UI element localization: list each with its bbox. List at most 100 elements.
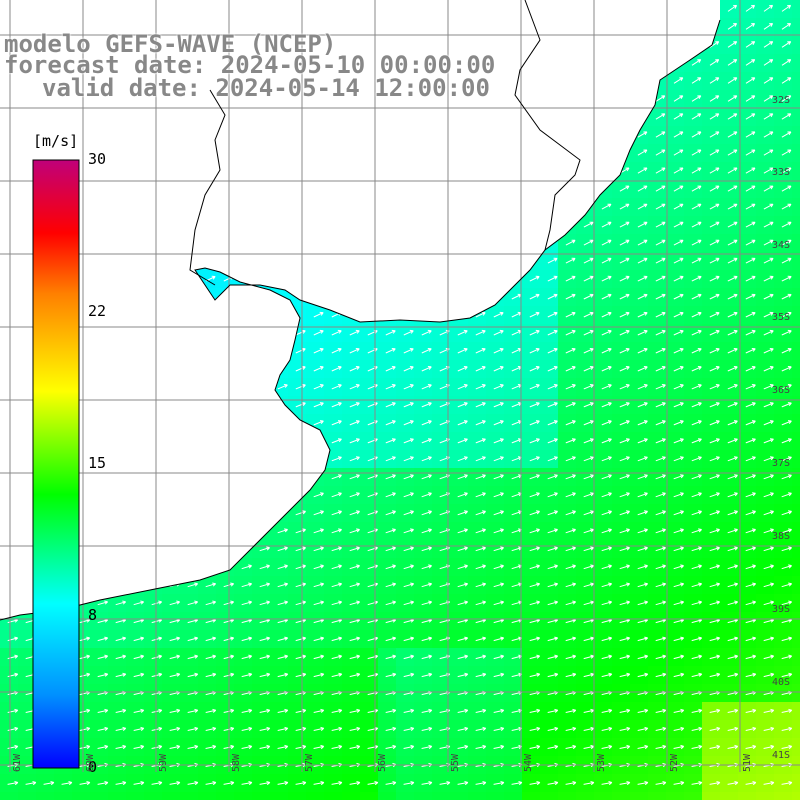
wind-cell xyxy=(504,378,523,397)
wind-arrow xyxy=(565,672,577,678)
wind-cell xyxy=(522,378,541,397)
wind-cell xyxy=(468,360,487,379)
wind-cell xyxy=(414,378,433,397)
wind-cell xyxy=(486,414,505,433)
wind-cell xyxy=(396,522,415,541)
wind-arrow xyxy=(709,77,720,84)
wind-cell xyxy=(648,684,667,703)
wind-cell xyxy=(756,792,775,800)
wind-arrow xyxy=(421,636,433,642)
wind-arrow xyxy=(385,672,397,678)
wind-arrow xyxy=(637,167,648,174)
wind-cell xyxy=(504,450,523,469)
wind-arrow xyxy=(241,654,253,660)
wind-arrow xyxy=(493,474,504,480)
wind-cell xyxy=(324,342,343,361)
wind-cell xyxy=(558,684,577,703)
wind-arrow xyxy=(565,708,577,713)
wind-arrow xyxy=(565,600,577,606)
wind-arrow xyxy=(709,510,720,516)
wind-cell xyxy=(648,648,667,667)
wind-cell xyxy=(144,666,163,685)
wind-arrow xyxy=(493,672,505,678)
wind-cell xyxy=(522,648,541,667)
wind-arrow xyxy=(565,293,576,300)
wind-cell xyxy=(378,576,397,595)
wind-arrow xyxy=(781,744,793,750)
wind-arrow xyxy=(457,672,469,678)
wind-cell xyxy=(18,684,37,703)
wind-arrow xyxy=(493,456,504,462)
wind-cell xyxy=(540,432,559,451)
wind-cell xyxy=(144,720,163,739)
wind-arrow xyxy=(601,293,612,300)
wind-cell xyxy=(252,792,271,800)
wind-arrow xyxy=(151,636,163,642)
wind-cell xyxy=(576,720,595,739)
wind-cell xyxy=(576,234,595,253)
wind-arrow xyxy=(691,708,703,713)
wind-arrow xyxy=(349,492,360,498)
wind-cell xyxy=(558,306,577,325)
wind-cell xyxy=(144,684,163,703)
wind-cell xyxy=(90,684,109,703)
wind-arrow xyxy=(745,41,756,48)
lon-label: 56W xyxy=(377,753,388,772)
wind-arrow xyxy=(727,672,739,678)
wind-arrow xyxy=(493,528,504,534)
wind-cell xyxy=(576,432,595,451)
wind-cell xyxy=(702,342,721,361)
wind-cell xyxy=(576,558,595,577)
wind-arrow xyxy=(637,456,648,462)
wind-cell xyxy=(216,792,235,800)
wind-cell xyxy=(792,234,800,253)
wind-cell xyxy=(522,594,541,613)
wind-arrow xyxy=(763,654,775,660)
wind-arrow xyxy=(259,564,270,570)
wind-cell xyxy=(342,630,361,649)
wind-cell xyxy=(630,216,649,235)
wind-arrow xyxy=(709,528,720,534)
wind-arrow xyxy=(367,366,378,372)
wind-cell xyxy=(558,504,577,523)
wind-cell xyxy=(774,162,793,181)
wind-arrow xyxy=(637,384,648,390)
wind-cell xyxy=(252,612,271,631)
wind-cell xyxy=(450,630,469,649)
lat-label: 32S xyxy=(772,95,791,106)
wind-arrow xyxy=(727,221,738,228)
wind-cell xyxy=(504,522,523,541)
wind-arrow xyxy=(601,600,613,606)
wind-cell xyxy=(432,666,451,685)
wind-cell xyxy=(612,396,631,415)
wind-arrow xyxy=(637,726,649,731)
wind-arrow xyxy=(403,329,414,336)
wind-cell xyxy=(414,792,433,800)
wind-arrow xyxy=(547,636,559,642)
wind-cell xyxy=(684,360,703,379)
wind-cell xyxy=(450,684,469,703)
wind-arrow xyxy=(619,311,630,318)
wind-arrow xyxy=(565,781,577,786)
wind-cell xyxy=(756,126,775,145)
wind-arrow xyxy=(313,726,325,731)
wind-arrow xyxy=(547,474,558,480)
wind-arrow xyxy=(763,257,774,264)
wind-cell xyxy=(612,360,631,379)
wind-arrow xyxy=(637,564,648,570)
wind-cell xyxy=(504,576,523,595)
wind-arrow xyxy=(385,492,396,498)
wind-cell xyxy=(774,666,793,685)
wind-arrow xyxy=(673,402,684,408)
wind-arrow xyxy=(763,293,774,300)
wind-cell xyxy=(666,252,685,271)
wind-cell xyxy=(540,540,559,559)
wind-cell xyxy=(594,738,613,757)
wind-cell xyxy=(432,540,451,559)
wind-arrow xyxy=(565,744,577,750)
wind-arrow xyxy=(601,744,613,750)
wind-arrow xyxy=(529,654,541,660)
wind-cell xyxy=(666,558,685,577)
wind-arrow xyxy=(655,510,666,516)
wind-arrow xyxy=(763,528,774,534)
